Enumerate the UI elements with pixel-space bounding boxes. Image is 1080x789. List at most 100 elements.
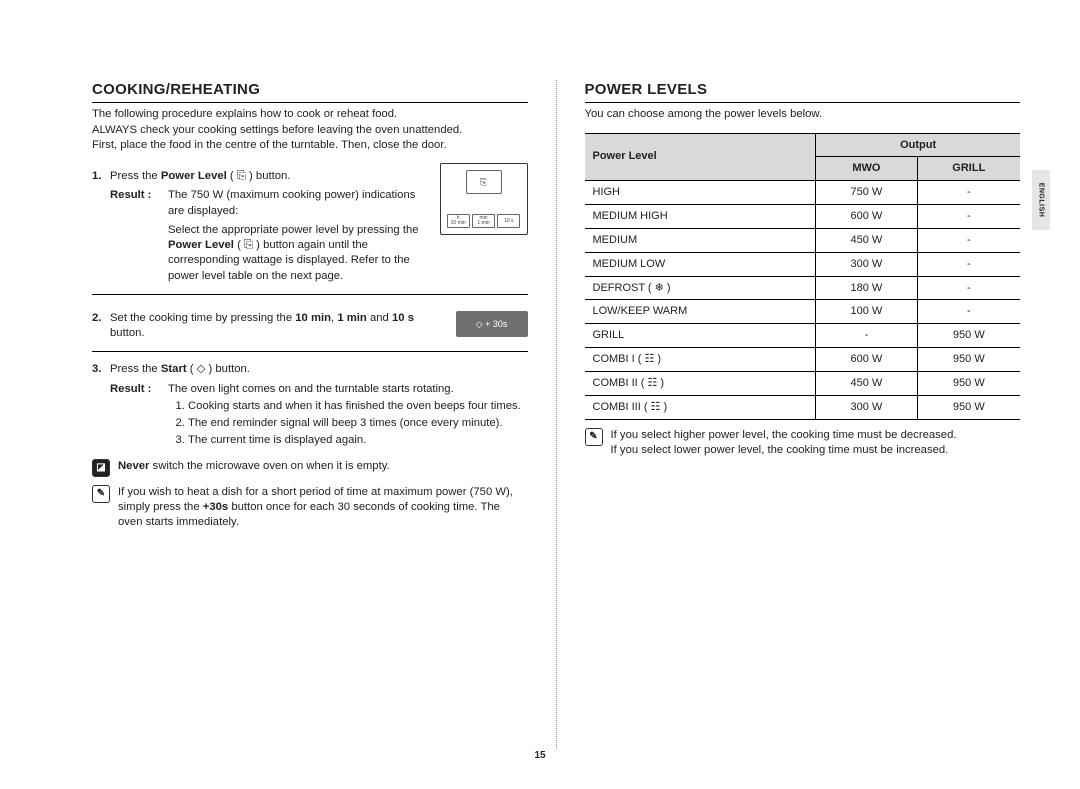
panel-label: 10 min [451, 221, 466, 226]
power-level-note: ✎ If you select higher power level, the … [585, 428, 1021, 459]
cell-grill: 950 W [917, 348, 1020, 372]
cell-mwo: - [816, 324, 917, 348]
th-grill: GRILL [917, 157, 1020, 181]
warning-icon: ◪ [92, 459, 110, 477]
table-row: COMBI III ( ☷ )300 W950 W [585, 395, 1021, 419]
text: Select the appropriate power level by pr… [168, 224, 419, 236]
th-power-level: Power Level [585, 133, 816, 181]
result-sublist: Cooking starts and when it has finished … [168, 399, 528, 449]
language-tab: ENGLISH [1032, 170, 1050, 230]
cell-name: LOW/KEEP WARM [585, 300, 816, 324]
text: ) button. [246, 170, 291, 182]
cell-grill: - [917, 300, 1020, 324]
power-level-icon: ⎘ [466, 170, 502, 194]
result-text: The oven light comes on and the turntabl… [168, 382, 528, 397]
cell-grill: 950 W [917, 324, 1020, 348]
cell-grill: - [917, 252, 1020, 276]
divider [92, 351, 528, 352]
list-item: Cooking starts and when it has finished … [188, 399, 528, 414]
table-row: MEDIUM HIGH600 W- [585, 205, 1021, 229]
cell-mwo: 300 W [816, 252, 917, 276]
table-row: COMBI I ( ☷ )600 W950 W [585, 348, 1021, 372]
text: and [367, 312, 392, 324]
step-1: 1. Press the Power Level ( ⎘ ) button. R… [92, 169, 430, 284]
cell-mwo: 100 W [816, 300, 917, 324]
heading-cooking: COOKING/REHEATING [92, 80, 528, 103]
step-3: 3. Press the Start ( ◇ ) button. Result … [92, 362, 528, 450]
panel-label: 10 s [504, 219, 513, 224]
step-number: 1. [92, 169, 110, 284]
table-row: MEDIUM LOW300 W- [585, 252, 1021, 276]
cell-name: GRILL [585, 324, 816, 348]
panel-label: 1 min [477, 221, 489, 226]
note-icon: ✎ [585, 428, 603, 446]
text: ( [234, 239, 244, 251]
cell-name: MEDIUM [585, 228, 816, 252]
step-number: 2. [92, 311, 110, 342]
intro-power-levels: You can choose among the power levels be… [585, 107, 1021, 122]
cell-name: DEFROST ( ❄ ) [585, 276, 816, 300]
left-column: COOKING/REHEATING The following procedur… [92, 80, 557, 749]
text: Set the cooking time by pressing the [110, 312, 295, 324]
text: ( ◇ ) button. [187, 363, 250, 375]
th-output: Output [816, 133, 1020, 157]
cell-name: MEDIUM LOW [585, 252, 816, 276]
table-row: DEFROST ( ❄ )180 W- [585, 276, 1021, 300]
cell-name: COMBI I ( ☷ ) [585, 348, 816, 372]
table-row: HIGH750 W- [585, 181, 1021, 205]
heading-power-levels: POWER LEVELS [585, 80, 1021, 103]
cell-grill: 950 W [917, 371, 1020, 395]
cell-grill: - [917, 276, 1020, 300]
cell-name: MEDIUM HIGH [585, 205, 816, 229]
th-mwo: MWO [816, 157, 917, 181]
cell-grill: - [917, 205, 1020, 229]
text: button. [110, 327, 145, 339]
note-text: If you select higher power level, the co… [611, 428, 957, 459]
power-level-icon: ⎘ [237, 170, 246, 182]
cell-name: HIGH [585, 181, 816, 205]
text-bold: Power Level [168, 239, 234, 251]
list-item: The end reminder signal will beep 3 time… [188, 416, 528, 431]
cell-name: COMBI II ( ☷ ) [585, 371, 816, 395]
result-label: Result : [110, 188, 168, 284]
text-bold: 10 s [392, 312, 414, 324]
text-bold: 1 min [337, 312, 367, 324]
language-label: ENGLISH [1038, 183, 1045, 218]
step-number: 3. [92, 362, 110, 450]
text: Press the [110, 170, 161, 182]
manual-page: COOKING/REHEATING The following procedur… [0, 0, 1080, 789]
list-item: The current time is displayed again. [188, 433, 528, 448]
text: ( [227, 170, 237, 182]
divider [92, 294, 528, 295]
table-row: LOW/KEEP WARM100 W- [585, 300, 1021, 324]
cell-grill: - [917, 228, 1020, 252]
page-number: 15 [0, 750, 1080, 761]
note-icon: ✎ [92, 485, 110, 503]
cell-grill: 950 W [917, 395, 1020, 419]
result-text: The 750 W (maximum cooking power) indica… [168, 188, 430, 219]
power-level-table: Power Level Output MWO GRILL HIGH750 W-M… [585, 133, 1021, 420]
result-label: Result : [110, 382, 168, 451]
cell-mwo: 450 W [816, 371, 917, 395]
cell-mwo: 450 W [816, 228, 917, 252]
cell-name: COMBI III ( ☷ ) [585, 395, 816, 419]
text-bold: 10 min [295, 312, 331, 324]
cell-mwo: 300 W [816, 395, 917, 419]
power-level-icon: ⎘ [244, 239, 253, 251]
tip-note: ✎ If you wish to heat a dish for a short… [92, 485, 528, 531]
text-bold: Start [161, 363, 187, 375]
text: switch the microwave oven on when it is … [149, 460, 389, 472]
step-2: 2. Set the cooking time by pressing the … [92, 311, 446, 342]
right-column: POWER LEVELS You can choose among the po… [585, 80, 1021, 749]
text-bold: +30s [203, 501, 228, 513]
plus30s-button-illus: ◇ + 30s [456, 311, 528, 337]
table-row: MEDIUM450 W- [585, 228, 1021, 252]
illustration-panel: ⎘ h10 min min1 min 10 s [440, 163, 528, 239]
intro-cooking: The following procedure explains how to … [92, 107, 528, 153]
cell-mwo: 750 W [816, 181, 917, 205]
cell-grill: - [917, 181, 1020, 205]
text: Press the [110, 363, 161, 375]
warning-note: ◪ Never switch the microwave oven on whe… [92, 459, 528, 477]
cell-mwo: 600 W [816, 205, 917, 229]
text-bold: Power Level [161, 170, 227, 182]
